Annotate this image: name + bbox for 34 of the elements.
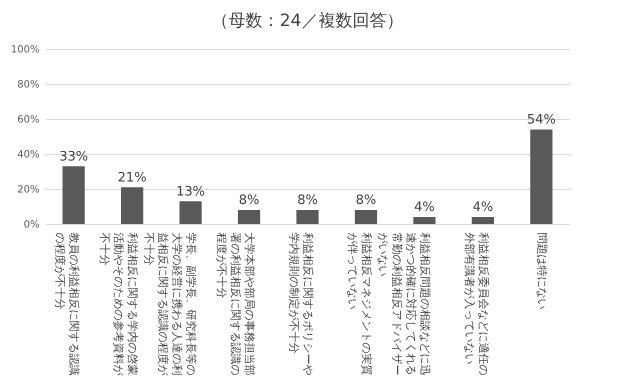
data-label: 54% (526, 112, 556, 128)
y-tick-label: 100% (10, 44, 40, 56)
x-tick-label: 利益相反に関する学内の啓蒙活動やそのための参考資料が不十分 (98, 232, 140, 376)
x-tick-label: 問題は特にない (535, 232, 548, 310)
data-label: 4% (472, 200, 494, 215)
y-tick-label: 80% (17, 80, 40, 90)
x-tick-label: 利益相反マネジメントの実質が伴っていない (346, 232, 373, 376)
chart-title: （母数：24／複数回答） (212, 11, 404, 31)
bar (530, 130, 552, 224)
bar (413, 217, 436, 224)
bar (354, 210, 378, 224)
x-tick-label: 教員の利益相反に関する認識の程度が不十分 (54, 232, 81, 376)
bar (179, 201, 202, 224)
bar (121, 187, 144, 224)
bar (62, 166, 85, 224)
y-tick-label: 20% (17, 184, 40, 196)
x-tick-label: 利益相反に関するポリシーや学内規則の制定が不十分 (288, 232, 314, 376)
y-tick-label: 40% (17, 150, 40, 160)
bar (238, 210, 260, 224)
data-label: 8% (297, 193, 318, 208)
data-label: 21% (118, 170, 147, 186)
bar (472, 217, 494, 224)
y-tick-label: 60% (17, 114, 40, 126)
x-tick-label: 利益相反問題の相談などに迅速かつ的確に対応してくれる常勤の利益相反アドバイザーがいない (376, 232, 432, 376)
x-tick-label: 利益相反委員会などに適任の外部有識者が入っていない (462, 232, 490, 376)
x-tick-label: 学長、副学長、研究科長等の大学の経営に携わる人達の利益相反に関する認識の程度が不十分 (142, 232, 198, 376)
data-label: 13% (176, 184, 206, 200)
data-label: 4% (414, 200, 435, 215)
x-tick-label: 大学本部や部局の事務担当部署の利益相反に関する認識の程度が不十分 (215, 232, 256, 376)
data-label: 8% (238, 193, 260, 208)
y-tick-label: 0% (24, 220, 40, 230)
bar (296, 210, 319, 224)
data-label: 8% (356, 193, 376, 208)
data-label: 33% (59, 149, 88, 164)
